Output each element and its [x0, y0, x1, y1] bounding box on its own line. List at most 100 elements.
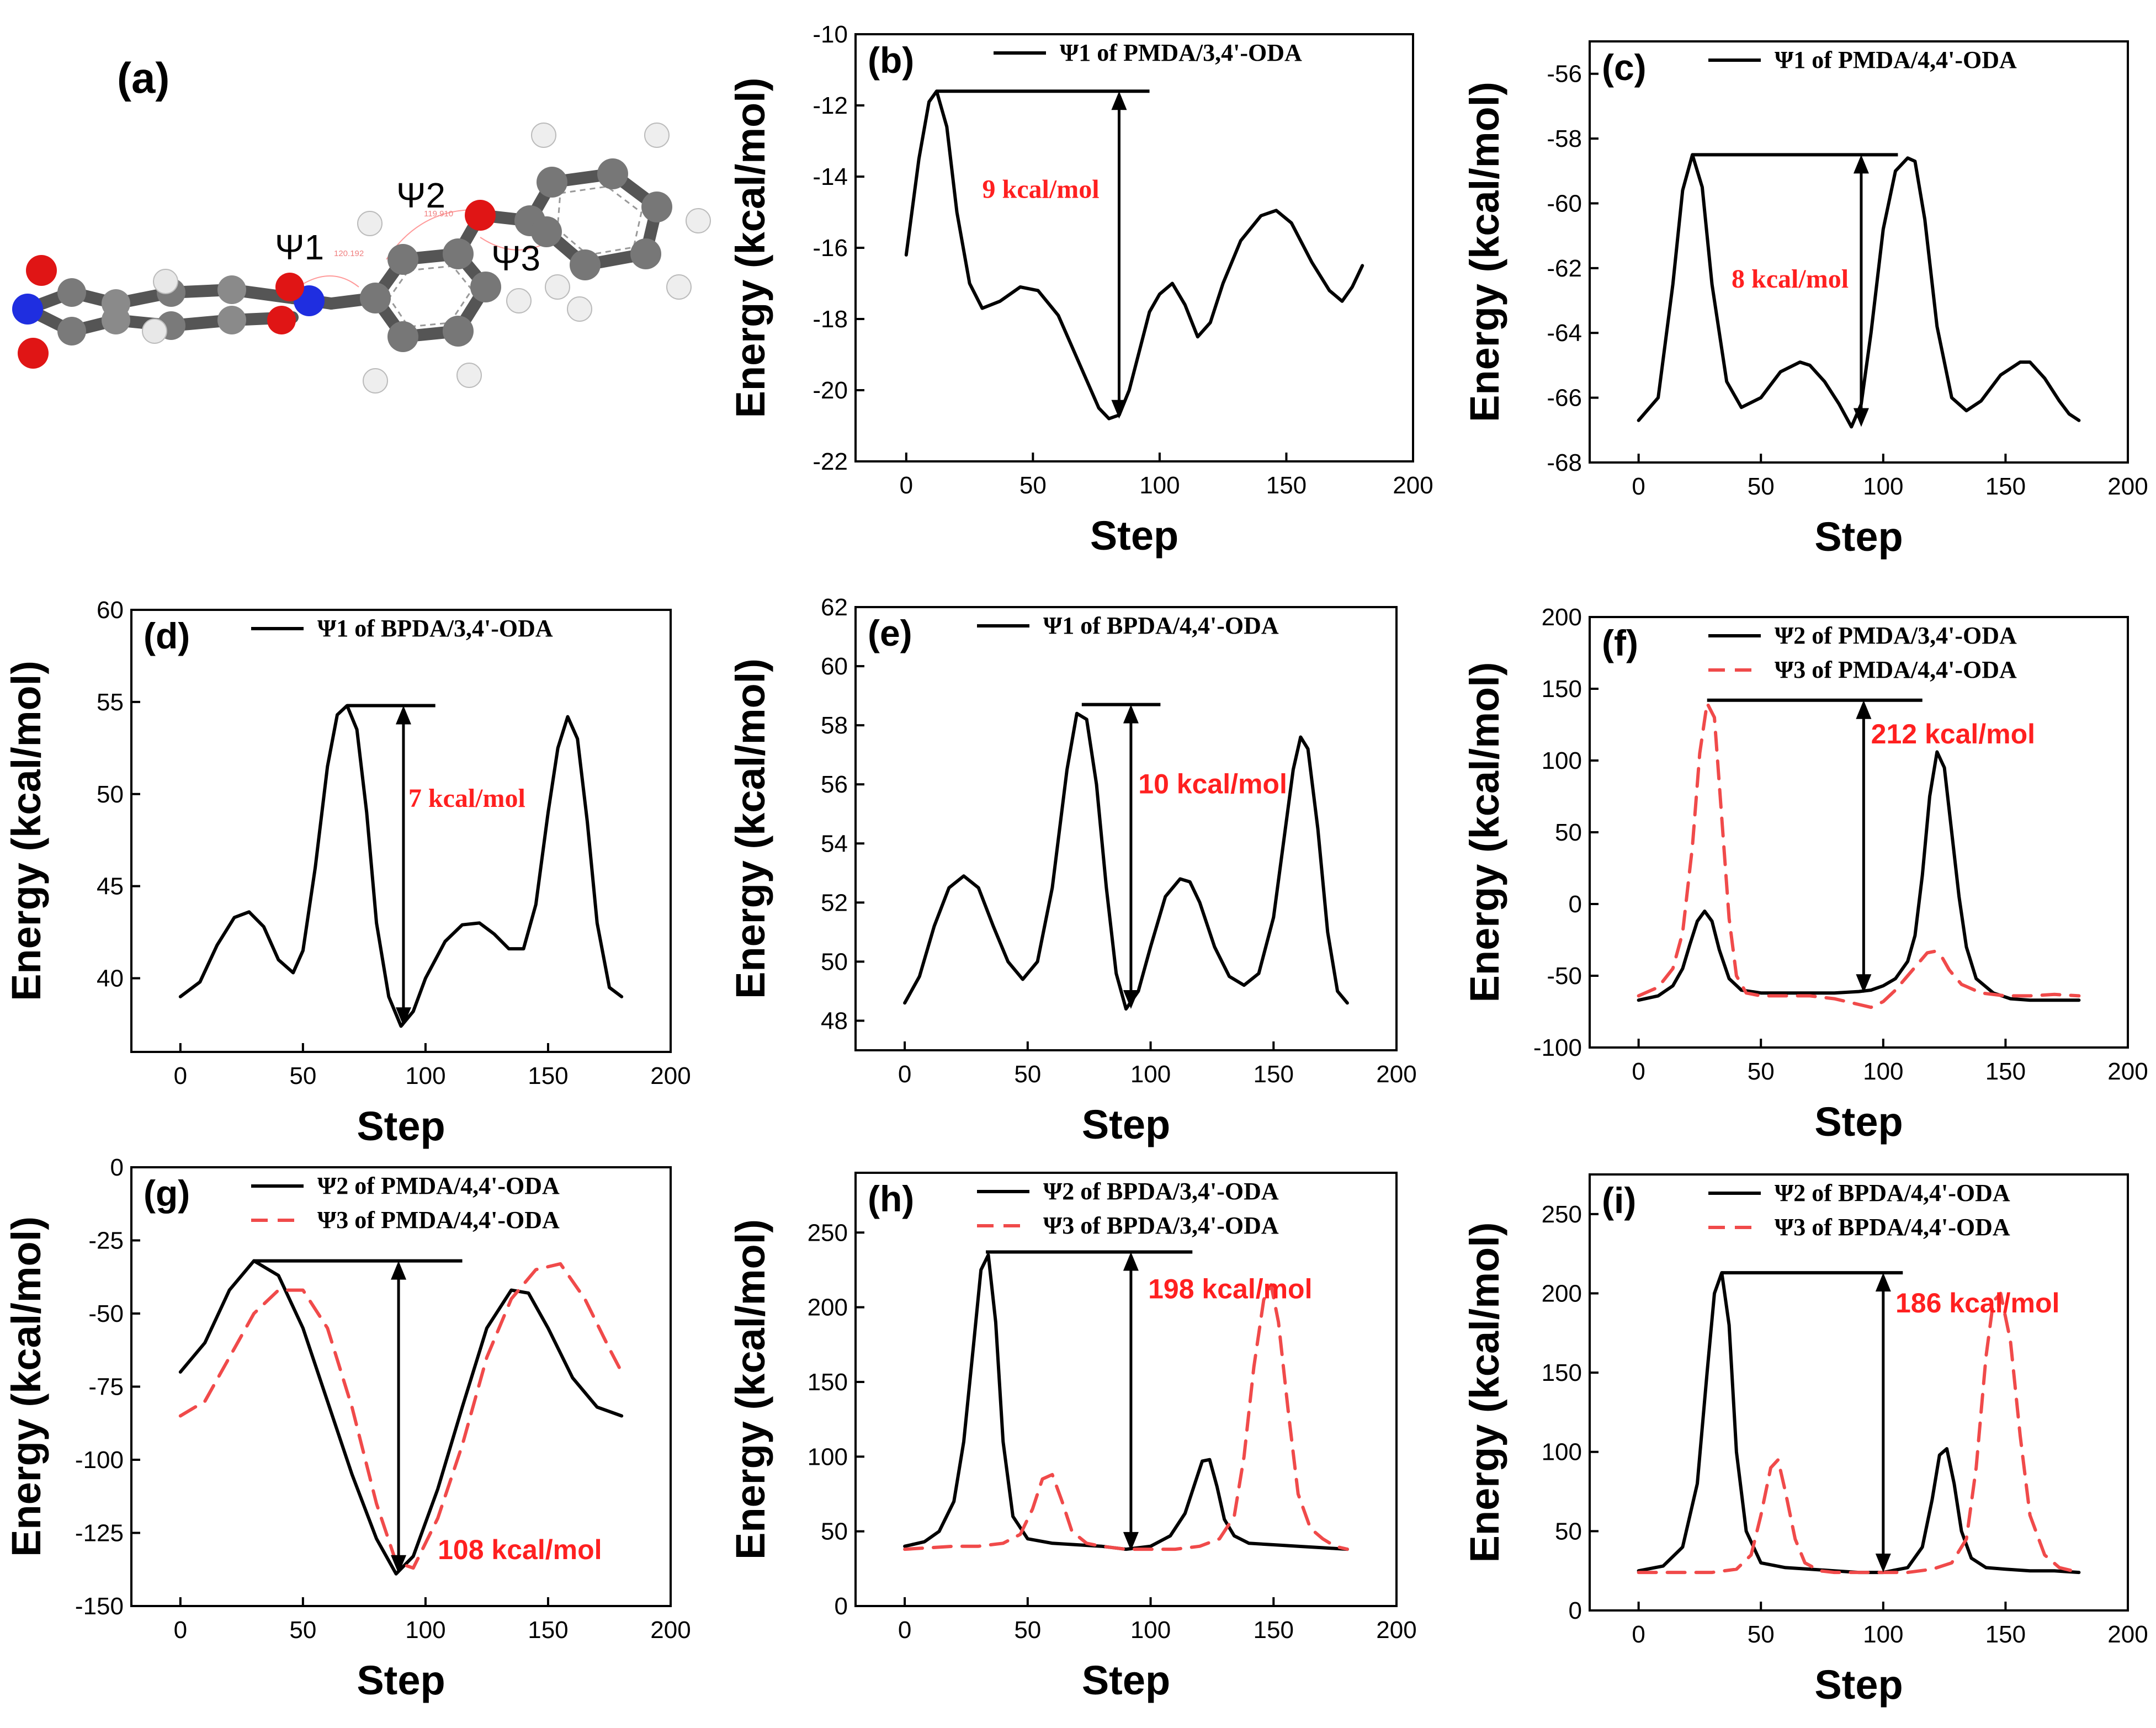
y-axis-label: Energy (kcal/mol) [3, 1216, 49, 1557]
x-tick-label: 150 [1985, 1621, 2026, 1648]
y-tick-label: 60 [821, 653, 848, 680]
y-tick-label: 0 [1569, 1597, 1582, 1624]
y-tick-label: -125 [75, 1520, 124, 1547]
y-tick-label: 200 [1542, 1280, 1582, 1307]
legend-entry: Ψ3 of BPDA/3,4'-ODA [1043, 1212, 1279, 1239]
oxygen-atom [26, 255, 57, 286]
legend-entry: Ψ3 of PMDA/4,4'-ODA [1775, 656, 2017, 683]
y-tick-label: -100 [75, 1447, 124, 1474]
x-tick-label: 200 [2107, 1058, 2148, 1085]
y-tick-label: 0 [110, 1154, 124, 1181]
barrier-energy-label: 198 kcal/mol [1148, 1273, 1312, 1304]
panel-label: (c) [1602, 47, 1647, 88]
carbon-atom [470, 272, 501, 302]
arrow-head-up [1123, 704, 1139, 724]
x-tick-label: 0 [1632, 1058, 1645, 1085]
x-axis-label: Step [1082, 1102, 1170, 1147]
x-tick-label: 150 [1254, 1061, 1294, 1088]
barrier-energy-label: 186 kcal/mol [1895, 1288, 2059, 1318]
y-tick-label: 52 [821, 889, 848, 916]
arrow-head-up [395, 705, 411, 725]
x-tick-label: 100 [1130, 1061, 1171, 1088]
x-axis-label: Step [357, 1657, 445, 1703]
x-tick-label: 50 [1748, 473, 1775, 500]
carbon-atom [443, 238, 474, 269]
series-line-main [1637, 750, 2081, 1002]
y-tick-label: 50 [1555, 1518, 1582, 1545]
x-tick-label: 50 [1014, 1617, 1041, 1644]
arrow-head-down [1853, 408, 1869, 427]
x-tick-label: 100 [1863, 473, 1903, 500]
panel-label: (i) [1602, 1180, 1636, 1221]
x-tick-label: 0 [898, 1061, 911, 1088]
carbon-atom [537, 167, 567, 198]
panel-label: (f) [1602, 623, 1638, 663]
hydrogen-atom [545, 274, 570, 300]
carbon-atom [531, 216, 562, 247]
plot-frame [854, 1172, 1398, 1607]
panel-label: (d) [144, 615, 190, 656]
hydrogen-atom [153, 269, 178, 294]
plot-frame [1589, 40, 2129, 464]
carbon-atom [597, 158, 628, 189]
angle-value-label: 120.192 [334, 249, 364, 258]
arrow-head-down [1123, 990, 1139, 1009]
chart-panel-g: 0 50 100 150 200 -150 -125 -100 -75 -50 -25 0 Step En… [3, 1154, 691, 1703]
arrow-head-up [1123, 1252, 1139, 1271]
arrow-head-down [1111, 400, 1127, 419]
arrow-head-up [391, 1261, 407, 1280]
chart-panel-b: 0 50 100 150 200 -22 -20 -18 -16 -14 -12 -10 Step Ene… [727, 21, 1433, 559]
chart-panel-c: 0 50 100 150 200 -68 -66 -64 -62 -60 -58 -56 Step Ene… [1462, 40, 2148, 560]
x-tick-label: 100 [1139, 472, 1180, 499]
series-line-main [1637, 153, 2081, 429]
carbon-atom [360, 283, 391, 313]
x-tick-label: 50 [1748, 1058, 1775, 1085]
x-tick-label: 150 [1985, 1058, 2026, 1085]
x-tick-label: 50 [289, 1617, 316, 1644]
x-tick-label: 150 [1254, 1617, 1294, 1644]
nitrogen-atom [12, 294, 43, 325]
arrow-head-up [1875, 1273, 1891, 1292]
legend-entry: Ψ1 of BPDA/4,4'-ODA [1043, 612, 1279, 639]
y-tick-label: 50 [821, 1518, 848, 1545]
y-tick-label: 250 [1542, 1201, 1582, 1228]
plot-frame [854, 606, 1398, 1051]
x-tick-label: 0 [1632, 473, 1645, 500]
x-tick-label: 150 [1266, 472, 1307, 499]
y-axis-label: Energy (kcal/mol) [727, 658, 773, 999]
chart-panel-i: 0 50 100 150 200 0 50 100 150 200 250 Step Energy (k… [1462, 1173, 2148, 1708]
legend-entry: Ψ2 of PMDA/4,4'-ODA [317, 1172, 560, 1199]
x-axis-label: Step [1814, 1099, 1903, 1145]
y-tick-label: 250 [808, 1219, 848, 1246]
y-tick-label: -66 [1547, 385, 1582, 412]
chart-panel-e: 0 50 100 150 200 48 50 52 54 56 58 60 62 Step Energy (… [727, 594, 1417, 1147]
y-tick-label: 55 [97, 689, 124, 716]
hydrogen-atom [644, 123, 670, 148]
x-tick-label: 0 [174, 1062, 187, 1089]
x-axis-label: Step [1814, 1662, 1903, 1708]
barrier-energy-label: 7 kcal/mol [408, 784, 525, 813]
y-tick-label: -50 [88, 1300, 124, 1327]
x-tick-label: 200 [2107, 473, 2148, 500]
legend-entry: Ψ3 of BPDA/4,4'-ODA [1775, 1214, 2010, 1241]
panel-a-label: (a) [117, 54, 169, 102]
y-tick-label: -16 [813, 235, 848, 262]
carbon-atom [570, 249, 601, 280]
y-tick-label: -64 [1547, 320, 1582, 347]
series-line-psi3 [178, 1262, 624, 1570]
ether-oxygen-atom [465, 200, 496, 231]
oxygen-atom [18, 338, 49, 369]
hydrogen-atom [506, 288, 532, 313]
y-tick-label: -62 [1547, 255, 1582, 282]
x-tick-label: 200 [2107, 1621, 2148, 1648]
y-tick-label: -50 [1547, 963, 1582, 990]
y-tick-label: 50 [1555, 819, 1582, 846]
legend-entry: Ψ2 of BPDA/4,4'-ODA [1775, 1179, 2010, 1206]
y-tick-label: 40 [97, 965, 124, 992]
carbon-atom [57, 317, 86, 345]
hydrogen-atom [456, 363, 482, 388]
y-tick-label: 45 [97, 873, 124, 900]
panel-label: (e) [868, 613, 912, 653]
y-axis-label: Energy (kcal/mol) [1462, 662, 1507, 1003]
barrier-energy-label: 212 kcal/mol [1871, 719, 2035, 749]
